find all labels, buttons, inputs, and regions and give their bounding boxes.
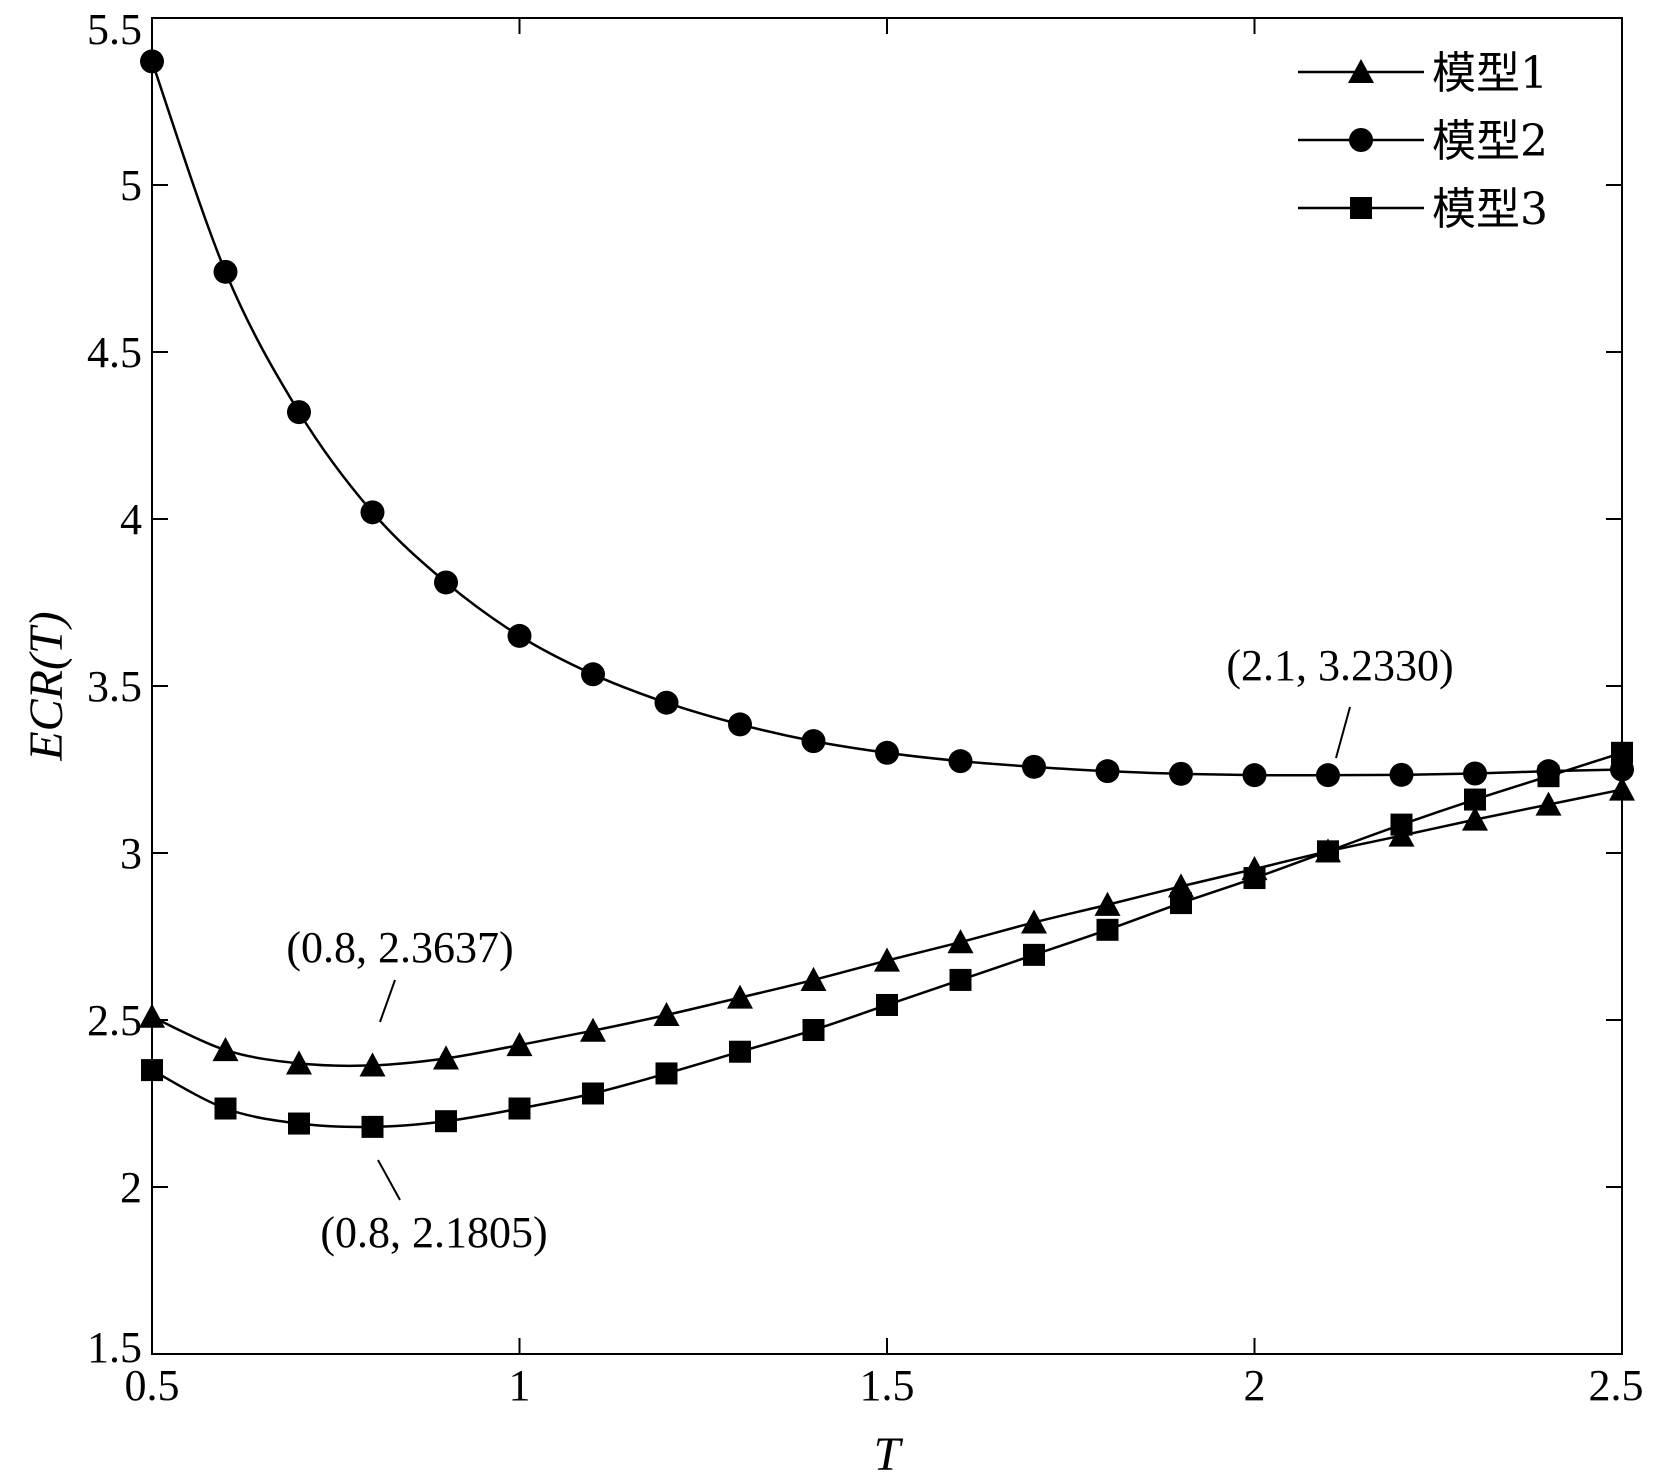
triangle-marker <box>506 1032 533 1057</box>
legend-label: 模型1 <box>1432 48 1548 99</box>
square-marker <box>1317 840 1339 863</box>
square-marker <box>729 1040 751 1063</box>
square-marker <box>1023 943 1045 966</box>
triangle-marker <box>1462 806 1488 831</box>
legend-entry-2: 模型2 <box>1298 116 1548 167</box>
circle-marker <box>1242 763 1267 788</box>
triangle-marker <box>800 966 827 991</box>
x-tick-label: 2 <box>1244 1361 1266 1410</box>
square-marker <box>1537 765 1560 788</box>
annotation-leader <box>379 979 396 1023</box>
square-marker <box>1390 813 1413 836</box>
triangle-marker <box>1535 791 1562 816</box>
legend: 模型1 模型2 模型3 <box>1290 38 1606 248</box>
legend-entry-1: 模型1 <box>1298 48 1548 99</box>
series-layer <box>139 49 1635 1138</box>
y-axis-label: ECR(T) <box>20 611 73 761</box>
triangle-marker <box>1094 891 1121 916</box>
circle-marker <box>875 740 899 765</box>
circle-marker <box>140 49 164 74</box>
triangle-marker <box>580 1017 606 1042</box>
annotations-layer: (0.8, 2.3637) (0.8, 2.1805) (2.1, 3.2330) <box>286 641 1453 1257</box>
square-marker <box>949 968 972 991</box>
x-tick-label: 0.5 <box>125 1361 180 1410</box>
y-tick-label: 1.5 <box>87 1323 142 1372</box>
square-marker <box>1096 918 1119 941</box>
axis-ticks: 0.5 1 1.5 2 2.5 1.5 2 2.5 3 3.5 4 4.5 5 5.5 <box>87 5 1644 1410</box>
circle-marker <box>1389 762 1414 787</box>
triangle-marker <box>727 984 753 1009</box>
circle-marker <box>360 500 385 525</box>
circle-marker <box>1095 759 1120 784</box>
square-marker <box>1464 788 1486 811</box>
annotation-leader <box>377 1159 401 1201</box>
legend-label: 模型3 <box>1432 184 1548 235</box>
square-marker <box>214 1097 237 1120</box>
square-marker <box>141 1059 163 1082</box>
x-axis-label: T <box>874 1428 904 1478</box>
circle-marker <box>1463 761 1487 786</box>
square-marker <box>655 1062 678 1085</box>
triangle-marker <box>653 1001 680 1027</box>
square-marker <box>435 1110 457 1133</box>
square-marker <box>802 1019 825 1042</box>
legend-entry-3: 模型3 <box>1298 184 1548 235</box>
y-tick-label: 3.5 <box>87 662 142 711</box>
square-marker <box>508 1097 531 1120</box>
square-marker <box>1170 892 1192 915</box>
circle-marker <box>948 749 973 774</box>
series-line-2 <box>150 61 1623 777</box>
y-tick-label: 2.5 <box>87 996 142 1045</box>
circle-marker <box>654 690 679 715</box>
y-tick-label: 2 <box>120 1163 142 1212</box>
triangle-marker <box>1168 873 1194 898</box>
legend-circle-marker <box>1349 128 1373 152</box>
legend-square-marker <box>1350 197 1372 219</box>
triangle-marker <box>1609 776 1635 801</box>
square-marker <box>288 1112 310 1135</box>
y-tick-label: 4.5 <box>87 328 142 377</box>
y-tick-label: 5.5 <box>87 5 142 54</box>
square-marker <box>876 993 898 1016</box>
annotation-label: (2.1, 3.2330) <box>1226 641 1453 690</box>
square-marker <box>1611 741 1633 764</box>
series-3 <box>141 741 1633 1138</box>
triangle-marker <box>433 1045 459 1070</box>
circle-marker <box>801 729 826 754</box>
triangle-marker <box>286 1050 312 1075</box>
circle-marker <box>1169 761 1193 786</box>
y-tick-label: 5 <box>120 161 142 210</box>
triangle-marker <box>874 947 900 972</box>
triangle-marker <box>947 929 974 954</box>
y-tick-label: 4 <box>120 495 142 544</box>
triangle-marker <box>212 1037 239 1062</box>
circle-marker <box>581 662 605 687</box>
square-marker <box>582 1082 604 1105</box>
x-tick-label: 1.5 <box>860 1361 915 1410</box>
square-marker <box>1243 867 1266 890</box>
triangle-marker <box>359 1052 386 1077</box>
annotation-label: (0.8, 2.3637) <box>286 923 513 972</box>
circle-marker <box>434 570 458 595</box>
circle-marker <box>728 712 752 737</box>
circle-marker <box>507 623 532 648</box>
legend-label: 模型2 <box>1432 116 1548 167</box>
x-tick-label: 2.5 <box>1589 1361 1644 1410</box>
triangle-marker <box>1021 909 1047 934</box>
legend-triangle-marker <box>1348 59 1374 84</box>
annotation-label: (0.8, 2.1805) <box>320 1208 547 1257</box>
triangle-marker <box>139 1003 165 1028</box>
circle-marker <box>287 400 311 425</box>
circle-marker <box>1022 754 1046 779</box>
circle-marker <box>1316 763 1340 788</box>
annotation-leader <box>1335 706 1351 759</box>
y-tick-label: 3 <box>120 829 142 878</box>
square-marker <box>361 1115 384 1138</box>
circle-marker <box>213 259 238 284</box>
x-tick-label: 1 <box>509 1361 531 1410</box>
